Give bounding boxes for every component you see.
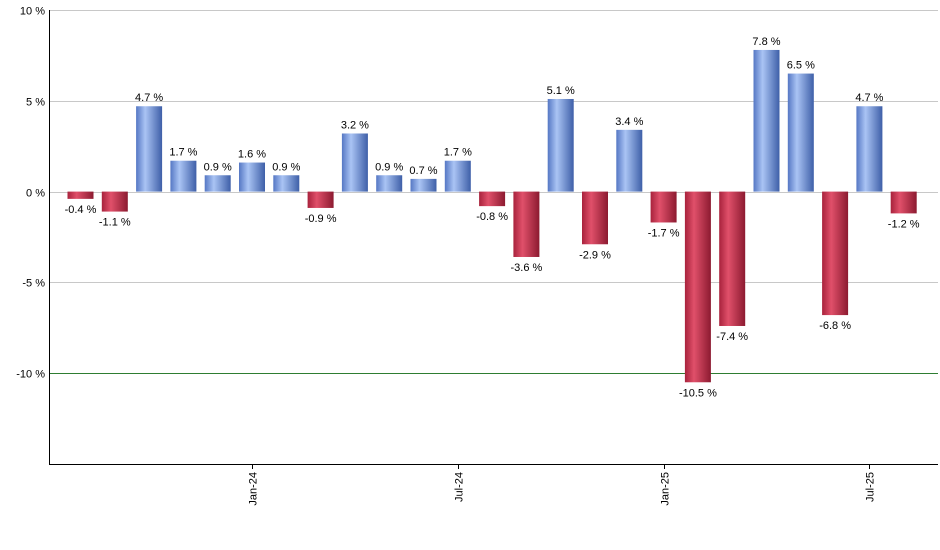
bars bbox=[67, 49, 917, 383]
data-label: 0.9 % bbox=[375, 161, 403, 173]
data-label: 3.4 % bbox=[615, 116, 643, 128]
data-label: 5.1 % bbox=[547, 85, 575, 97]
bar-positive bbox=[341, 133, 368, 192]
bar-positive bbox=[239, 162, 265, 192]
bar-negative bbox=[822, 191, 849, 316]
data-labels: -0.4 %-1.1 % 4.7 % 1.7 % 0.9 % 1.6 % 0.9 % -0.… bbox=[65, 36, 920, 399]
bar-negative bbox=[67, 191, 94, 199]
bar-positive bbox=[787, 73, 814, 192]
data-label: -0.4 % bbox=[65, 204, 97, 216]
y-tick-label: -5 % bbox=[22, 278, 45, 290]
bar-negative bbox=[101, 191, 128, 212]
x-tick-label: Jan-25 bbox=[660, 472, 672, 506]
data-label: -1.2 % bbox=[888, 218, 920, 230]
x-tick-label: Jul-25 bbox=[865, 472, 877, 502]
bar-negative bbox=[650, 191, 677, 223]
bar-positive bbox=[444, 160, 471, 192]
data-label: -10.5 % bbox=[679, 387, 717, 399]
y-tick-label: 10 % bbox=[20, 6, 45, 18]
bar-positive bbox=[376, 175, 403, 192]
data-label: -0.8 % bbox=[476, 211, 508, 223]
axes: 10 % 5 % 0 % -5 % -10 % Jan-24 Jul-24 Jan-25 Jul… bbox=[16, 6, 938, 506]
data-label: -1.7 % bbox=[648, 227, 680, 239]
bar-negative bbox=[479, 191, 506, 207]
data-label: 0.9 % bbox=[272, 161, 300, 173]
bar-positive bbox=[547, 98, 574, 192]
y-tick-label: -10 % bbox=[16, 369, 45, 381]
data-label: 4.7 % bbox=[135, 92, 163, 104]
bar-positive bbox=[204, 175, 231, 192]
data-label: 0.7 % bbox=[409, 165, 437, 177]
data-label: 1.7 % bbox=[169, 147, 197, 159]
bar-positive bbox=[273, 175, 300, 192]
data-label: -1.1 % bbox=[99, 217, 131, 229]
data-label: -0.9 % bbox=[305, 213, 337, 225]
data-label: -6.8 % bbox=[819, 320, 851, 332]
bar-positive bbox=[410, 178, 437, 192]
data-label: 0.9 % bbox=[204, 161, 232, 173]
data-label: 1.7 % bbox=[444, 147, 472, 159]
data-label: 4.7 % bbox=[855, 92, 883, 104]
bar-positive bbox=[856, 106, 883, 192]
bar-negative bbox=[684, 191, 711, 383]
bar-positive bbox=[136, 106, 163, 192]
data-label: -2.9 % bbox=[579, 249, 611, 261]
data-label: 1.6 % bbox=[238, 149, 266, 161]
data-label: 3.2 % bbox=[341, 119, 369, 131]
data-label: 7.8 % bbox=[752, 36, 780, 48]
y-tick-label: 5 % bbox=[26, 97, 45, 109]
y-tick-label: 0 % bbox=[26, 188, 45, 200]
bar-negative bbox=[513, 191, 540, 257]
bar-positive bbox=[753, 49, 780, 192]
bar-negative bbox=[719, 191, 746, 326]
data-label: -7.4 % bbox=[716, 331, 748, 343]
bar-positive bbox=[616, 129, 643, 192]
bar-negative bbox=[307, 191, 334, 208]
data-label: 6.5 % bbox=[787, 60, 815, 72]
x-tick-label: Jan-24 bbox=[248, 472, 260, 506]
data-label: -3.6 % bbox=[511, 262, 543, 274]
bar-negative bbox=[582, 191, 608, 245]
x-tick-label: Jul-24 bbox=[454, 472, 466, 502]
bar-positive bbox=[170, 160, 197, 192]
bar-negative bbox=[890, 191, 917, 214]
